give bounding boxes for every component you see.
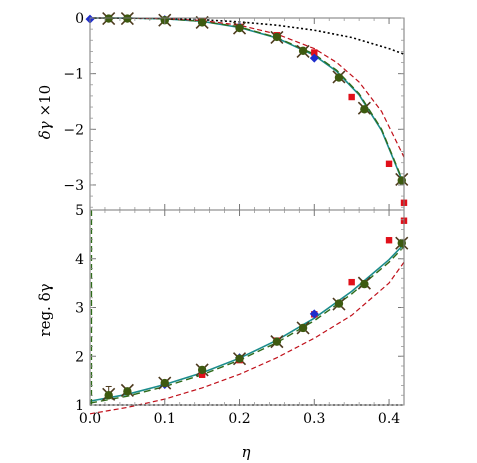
top-curve-solid-teal xyxy=(89,17,405,186)
top-ylabel-symbol: δγ xyxy=(36,121,54,139)
bottom-point-circle xyxy=(397,238,406,248)
bottom-point-circle xyxy=(197,365,207,375)
bottom-point-circle xyxy=(123,387,132,396)
bottom-point-circle xyxy=(360,279,369,289)
bottom-point-square xyxy=(348,278,355,286)
top-point-square xyxy=(311,49,318,56)
bottom-point-circle xyxy=(298,323,308,333)
bottom-ytick-label: 5 xyxy=(75,203,84,219)
bottom-curve-dashed-green xyxy=(89,246,405,404)
bottom-xtick-label: 0.2 xyxy=(228,411,250,427)
bottom-panel: reg. δγ η 0.0 0.1 0.2 0.3 0.4 1 2 3 4 5 xyxy=(36,203,409,461)
top-point-circle xyxy=(123,14,132,23)
top-point-circle xyxy=(197,18,207,27)
bottom-frame xyxy=(89,209,405,406)
bottom-ytick-label: 1 xyxy=(75,398,84,414)
top-point-circle xyxy=(360,105,369,114)
top-curve-dashed-red xyxy=(89,17,405,158)
top-ytick-label: −1 xyxy=(63,67,84,83)
bottom-point-circle xyxy=(104,391,113,400)
bottom-ytick-label: 4 xyxy=(75,252,84,268)
top-ytick-label: −2 xyxy=(63,122,84,138)
bottom-ytick-label: 3 xyxy=(75,301,84,317)
top-point-square xyxy=(348,93,355,101)
bottom-point-diamond xyxy=(309,309,319,319)
bottom-xtick-label: 0.1 xyxy=(154,411,176,427)
bottom-ytick-label: 2 xyxy=(75,349,84,365)
top-point-circle xyxy=(397,176,406,185)
top-curve-dotted-black xyxy=(89,17,405,55)
top-panel: δγ ×10 0 −1 −2 −3 xyxy=(36,11,409,211)
top-point-circle xyxy=(104,14,113,23)
top-curve-dashed-green xyxy=(89,17,405,185)
bottom-xtick-label: 0.4 xyxy=(378,411,400,427)
bottom-point-circle xyxy=(160,378,169,388)
top-ytick-label: 0 xyxy=(75,11,84,27)
top-ytick-label: −3 xyxy=(63,178,84,194)
bottom-point-circle xyxy=(334,299,344,308)
top-point-square xyxy=(385,160,393,168)
top-point-diamond xyxy=(309,53,319,63)
top-point-circle xyxy=(272,32,282,42)
bottom-curve-solid-teal xyxy=(89,243,405,402)
top-point-circle xyxy=(334,73,344,82)
bottom-point-circle xyxy=(272,337,282,346)
top-ylabel-scale: ×10 xyxy=(36,85,54,121)
bottom-point-square xyxy=(385,237,393,244)
top-point-circle xyxy=(235,23,244,33)
bottom-ylabel: reg. δγ xyxy=(36,283,54,336)
bottom-point-circle xyxy=(235,354,244,363)
bottom-xtick-label: 0.3 xyxy=(303,411,325,427)
bottom-point-square xyxy=(198,371,206,378)
bottom-xlabel: η xyxy=(242,443,251,461)
top-frame xyxy=(89,17,405,211)
bottom-curve-dashed-red xyxy=(89,261,405,415)
bottom-xtick-label: 0.0 xyxy=(79,411,101,427)
top-ylabel: δγ ×10 xyxy=(36,85,54,139)
top-point-circle xyxy=(298,46,308,56)
